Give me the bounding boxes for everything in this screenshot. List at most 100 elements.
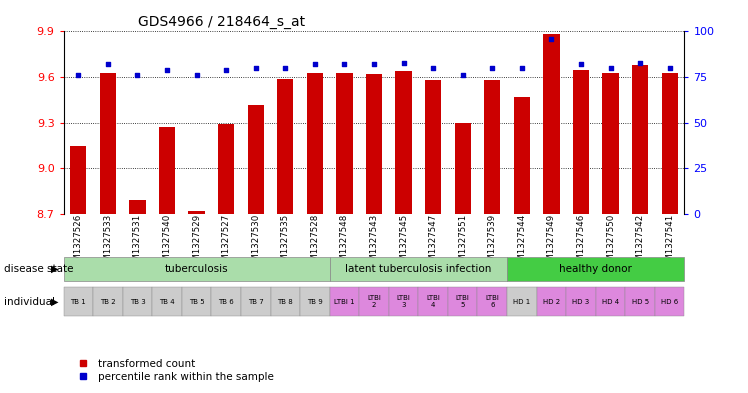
Bar bbox=[359, 287, 389, 316]
Bar bbox=[337, 73, 352, 214]
Point bbox=[132, 72, 144, 79]
Text: HD 5: HD 5 bbox=[631, 299, 649, 305]
Bar bbox=[418, 287, 448, 316]
Text: LTBI
3: LTBI 3 bbox=[396, 295, 411, 308]
Bar bbox=[182, 287, 212, 316]
Bar bbox=[99, 73, 116, 214]
Point bbox=[398, 59, 410, 66]
Point bbox=[634, 59, 646, 66]
Bar bbox=[271, 287, 300, 316]
Text: GSM1327549: GSM1327549 bbox=[547, 214, 556, 272]
Text: healthy donor: healthy donor bbox=[560, 264, 632, 274]
Bar bbox=[661, 73, 678, 214]
Bar bbox=[625, 287, 654, 316]
Text: LTBI
4: LTBI 4 bbox=[426, 295, 440, 308]
Bar bbox=[602, 73, 619, 214]
Bar bbox=[455, 123, 470, 214]
Bar bbox=[70, 146, 87, 214]
Text: GSM1327546: GSM1327546 bbox=[577, 214, 586, 272]
Text: LTBI
5: LTBI 5 bbox=[456, 295, 470, 308]
Bar bbox=[188, 211, 205, 214]
Point bbox=[663, 65, 675, 71]
Text: GSM1327539: GSM1327539 bbox=[488, 214, 497, 272]
Bar bbox=[278, 79, 293, 214]
Text: tuberculosis: tuberculosis bbox=[165, 264, 228, 274]
Point bbox=[575, 61, 587, 68]
Bar bbox=[396, 71, 411, 214]
Text: GSM1327530: GSM1327530 bbox=[251, 214, 260, 272]
Text: HD 3: HD 3 bbox=[572, 299, 589, 305]
Point bbox=[102, 61, 114, 68]
Text: GSM1327545: GSM1327545 bbox=[399, 214, 408, 272]
Point bbox=[191, 72, 203, 79]
Bar bbox=[241, 287, 271, 316]
Text: TB 5: TB 5 bbox=[188, 299, 204, 305]
Text: GSM1327527: GSM1327527 bbox=[221, 214, 230, 272]
Text: GSM1327551: GSM1327551 bbox=[459, 214, 468, 272]
Point bbox=[486, 65, 498, 71]
Text: GSM1327550: GSM1327550 bbox=[606, 214, 615, 272]
Text: GSM1327542: GSM1327542 bbox=[636, 214, 645, 272]
Text: LTBI
6: LTBI 6 bbox=[485, 295, 499, 308]
Text: GSM1327541: GSM1327541 bbox=[665, 214, 674, 272]
Bar bbox=[307, 73, 323, 214]
Bar bbox=[330, 287, 359, 316]
Bar bbox=[123, 287, 153, 316]
Text: GSM1327540: GSM1327540 bbox=[162, 214, 171, 272]
Legend: transformed count, percentile rank within the sample: transformed count, percentile rank withi… bbox=[69, 354, 278, 386]
Point bbox=[457, 72, 469, 79]
Bar bbox=[64, 287, 94, 316]
Text: GSM1327528: GSM1327528 bbox=[310, 214, 319, 272]
Text: LTBI 1: LTBI 1 bbox=[334, 299, 355, 305]
Point bbox=[220, 67, 232, 73]
Text: HD 2: HD 2 bbox=[543, 299, 560, 305]
Text: ▶: ▶ bbox=[51, 297, 58, 307]
Bar bbox=[153, 287, 182, 316]
Text: HD 4: HD 4 bbox=[602, 299, 619, 305]
Text: TB 6: TB 6 bbox=[218, 299, 234, 305]
Bar bbox=[389, 287, 418, 316]
Bar bbox=[654, 287, 684, 316]
Point bbox=[427, 65, 439, 71]
Point bbox=[516, 65, 528, 71]
Text: GSM1327547: GSM1327547 bbox=[429, 214, 438, 272]
Bar bbox=[212, 287, 241, 316]
Bar bbox=[218, 124, 234, 214]
Text: HD 6: HD 6 bbox=[661, 299, 678, 305]
Bar bbox=[448, 287, 477, 316]
Bar bbox=[300, 287, 330, 316]
Bar bbox=[507, 287, 536, 316]
Text: latent tuberculosis infection: latent tuberculosis infection bbox=[345, 264, 491, 274]
Point bbox=[279, 65, 291, 71]
Point bbox=[604, 65, 616, 71]
Text: HD 1: HD 1 bbox=[513, 299, 530, 305]
Text: GSM1327531: GSM1327531 bbox=[133, 214, 142, 272]
Bar bbox=[573, 70, 589, 214]
Text: ▶: ▶ bbox=[51, 264, 58, 274]
Bar bbox=[159, 127, 175, 214]
Point bbox=[545, 36, 557, 42]
Text: GSM1327544: GSM1327544 bbox=[518, 214, 527, 272]
Bar bbox=[366, 74, 382, 214]
Point bbox=[368, 61, 380, 68]
Bar bbox=[536, 287, 566, 316]
Text: GSM1327535: GSM1327535 bbox=[280, 214, 289, 272]
Text: individual: individual bbox=[4, 297, 55, 307]
Point bbox=[73, 72, 85, 79]
Bar bbox=[248, 105, 264, 214]
Bar bbox=[330, 257, 507, 281]
Text: TB 1: TB 1 bbox=[70, 299, 86, 305]
Text: LTBI
2: LTBI 2 bbox=[367, 295, 381, 308]
Text: GSM1327543: GSM1327543 bbox=[370, 214, 378, 272]
Text: TB 8: TB 8 bbox=[278, 299, 293, 305]
Bar bbox=[514, 97, 530, 214]
Point bbox=[338, 61, 350, 68]
Text: GSM1327529: GSM1327529 bbox=[192, 214, 201, 272]
Text: TB 7: TB 7 bbox=[248, 299, 263, 305]
Point bbox=[161, 67, 173, 73]
Text: TB 2: TB 2 bbox=[100, 299, 116, 305]
Text: disease state: disease state bbox=[4, 264, 73, 274]
Bar bbox=[477, 287, 507, 316]
Text: TB 4: TB 4 bbox=[159, 299, 175, 305]
Bar bbox=[632, 65, 649, 214]
